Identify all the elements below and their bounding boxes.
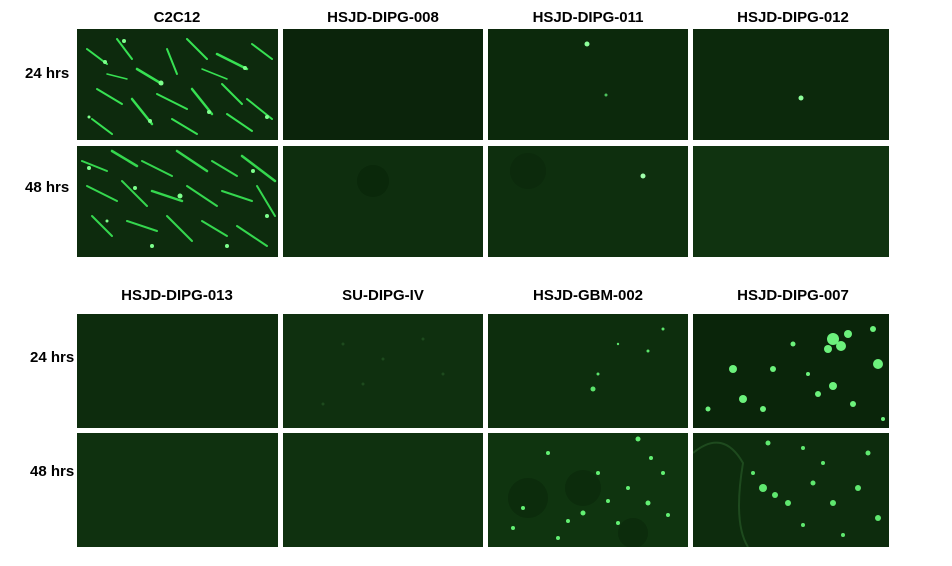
- micrograph-su-dipg-iv-48hrs: [283, 433, 483, 547]
- column-title-hsjd-gbm-002: HSJD-GBM-002: [532, 287, 644, 304]
- column-title-hsjd-dipg-007: HSJD-DIPG-007: [737, 287, 849, 304]
- column-title-su-dipg-iv: SU-DIPG-IV: [342, 287, 424, 304]
- micrograph-hsjd-dipg-013-48hrs: [77, 433, 278, 547]
- row-label-24hrs-top: 24 hrs: [25, 65, 70, 82]
- row-label-48hrs-bottom: 48 hrs: [30, 463, 75, 480]
- column-title-hsjd-dipg-012: HSJD-DIPG-012: [737, 9, 849, 26]
- micrograph-c2c12-48hrs: [77, 146, 278, 257]
- micrograph-hsjd-dipg-007-48hrs: [693, 433, 889, 547]
- column-title-c2c12: C2C12: [153, 9, 201, 26]
- micrograph-hsjd-gbm-002-24hrs: [488, 314, 688, 428]
- micrograph-hsjd-gbm-002-48hrs: [488, 433, 688, 547]
- micrograph-hsjd-dipg-011-24hrs: [488, 29, 688, 140]
- row-label-48hrs-top: 48 hrs: [25, 179, 70, 196]
- column-title-hsjd-dipg-011: HSJD-DIPG-011: [532, 9, 644, 26]
- column-title-hsjd-dipg-013: HSJD-DIPG-013: [121, 287, 233, 304]
- micrograph-hsjd-dipg-012-48hrs: [693, 146, 889, 257]
- micrograph-hsjd-dipg-012-24hrs: [693, 29, 889, 140]
- column-title-hsjd-dipg-008: HSJD-DIPG-008: [327, 9, 439, 26]
- micrograph-hsjd-dipg-013-24hrs: [77, 314, 278, 428]
- row-label-24hrs-bottom: 24 hrs: [30, 349, 75, 366]
- micrograph-su-dipg-iv-24hrs: [283, 314, 483, 428]
- micrograph-hsjd-dipg-011-48hrs: [488, 146, 688, 257]
- micrograph-hsjd-dipg-008-48hrs: [283, 146, 483, 257]
- micrograph-hsjd-dipg-007-24hrs: [693, 314, 889, 428]
- micrograph-hsjd-dipg-008-24hrs: [283, 29, 483, 140]
- micrograph-c2c12-24hrs: [77, 29, 278, 140]
